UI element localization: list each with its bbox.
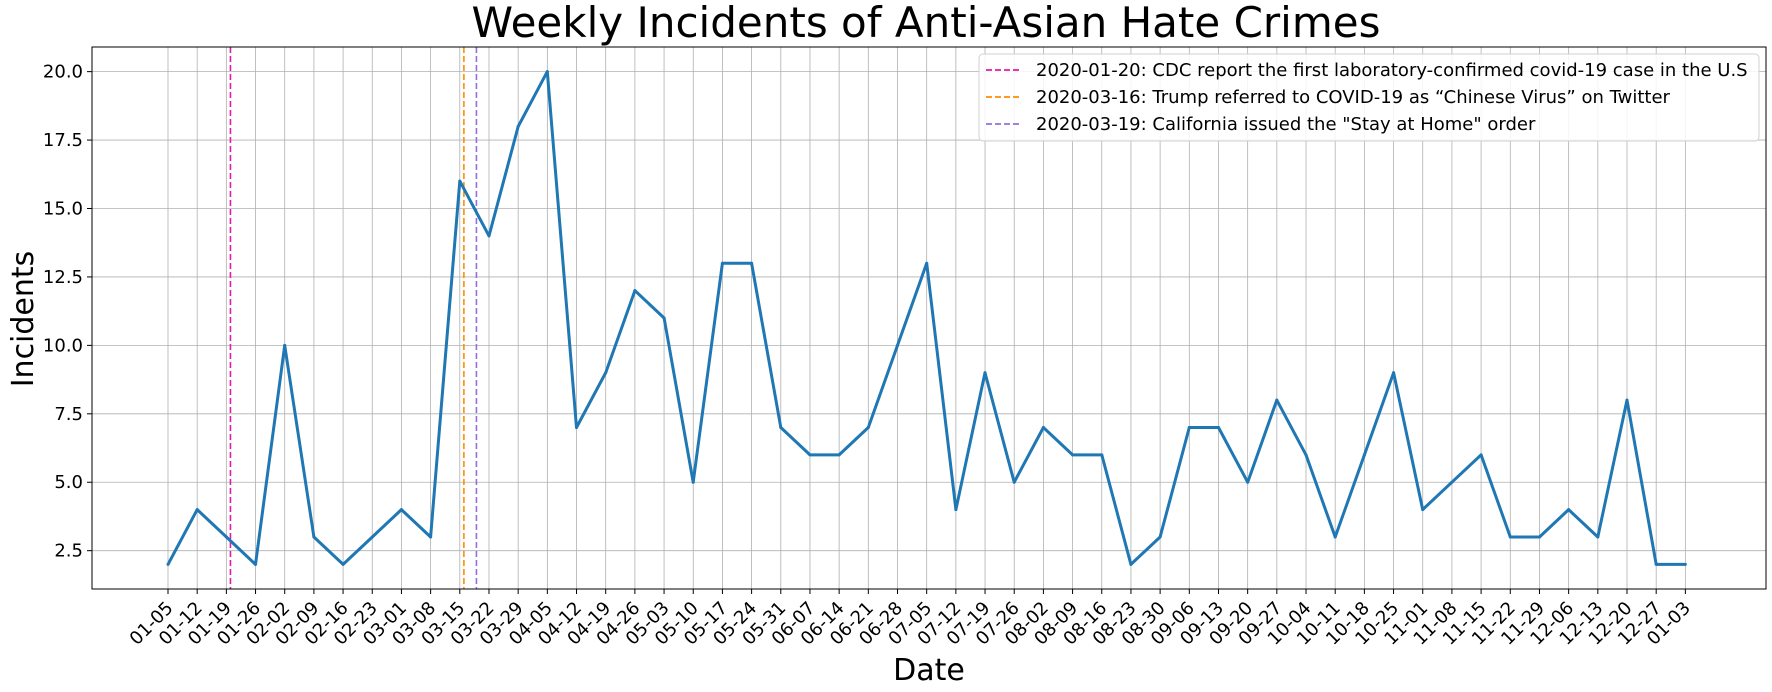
data-point xyxy=(1333,535,1337,539)
data-point xyxy=(720,261,724,265)
data-point xyxy=(429,535,433,539)
data-point xyxy=(1158,535,1162,539)
data-point xyxy=(1450,480,1454,484)
data-point xyxy=(166,562,170,566)
data-point xyxy=(254,562,258,566)
data-point xyxy=(866,425,870,429)
y-axis: 2.5 5.0 7.5 10.0 12.5 15.0 17.5 20.0 xyxy=(43,62,92,562)
data-point xyxy=(1216,425,1220,429)
y-tick-label: 10.0 xyxy=(43,335,83,356)
y-tick-label: 12.5 xyxy=(43,267,83,288)
data-point xyxy=(1479,453,1483,457)
data-point xyxy=(1129,562,1133,566)
data-point xyxy=(1421,508,1425,512)
data-point xyxy=(1392,371,1396,375)
data-point xyxy=(370,535,374,539)
chart-title: Weekly Incidents of Anti-Asian Hate Crim… xyxy=(472,0,1381,47)
data-point xyxy=(1304,453,1308,457)
y-tick-label: 15.0 xyxy=(43,199,83,220)
data-point xyxy=(545,70,549,74)
data-point xyxy=(1596,535,1600,539)
data-point xyxy=(662,316,666,320)
data-point xyxy=(575,425,579,429)
data-point xyxy=(633,289,637,293)
data-point xyxy=(1362,453,1366,457)
data-point xyxy=(1187,425,1191,429)
legend-label: 2020-03-19: California issued the "Stay … xyxy=(1036,114,1536,135)
data-point xyxy=(458,179,462,183)
data-point xyxy=(983,371,987,375)
data-point xyxy=(1654,562,1658,566)
data-point xyxy=(1041,425,1045,429)
data-point xyxy=(1012,480,1016,484)
series-layer xyxy=(166,70,1687,566)
data-point xyxy=(779,425,783,429)
y-tick-label: 17.5 xyxy=(43,130,83,151)
y-tick-label: 20.0 xyxy=(43,62,83,83)
event-lines xyxy=(229,47,478,589)
data-point xyxy=(487,234,491,238)
data-point xyxy=(1508,535,1512,539)
data-point xyxy=(399,508,403,512)
data-point xyxy=(283,343,287,347)
legend: 2020-01-20: CDC report the first laborat… xyxy=(978,53,1760,142)
data-point xyxy=(750,261,754,265)
legend-box xyxy=(978,53,1760,142)
data-point xyxy=(837,453,841,457)
data-point xyxy=(312,535,316,539)
data-point xyxy=(604,371,608,375)
data-point xyxy=(1537,535,1541,539)
data-point xyxy=(925,261,929,265)
data-point xyxy=(341,562,345,566)
y-tick-label: 5.0 xyxy=(54,472,83,493)
legend-label: 2020-01-20: CDC report the first laborat… xyxy=(1036,60,1748,81)
data-point xyxy=(195,508,199,512)
grid xyxy=(92,47,1766,589)
data-point xyxy=(1275,398,1279,402)
data-point xyxy=(808,453,812,457)
data-point xyxy=(1246,480,1250,484)
y-tick-label: 2.5 xyxy=(54,541,83,562)
data-point xyxy=(691,480,695,484)
data-point xyxy=(1567,508,1571,512)
data-point xyxy=(1071,453,1075,457)
data-point xyxy=(1625,398,1629,402)
y-axis-title: Incidents xyxy=(6,251,41,388)
data-point xyxy=(896,343,899,347)
legend-label: 2020-03-16: Trump referred to COVID-19 a… xyxy=(1036,87,1671,108)
data-point xyxy=(954,508,958,512)
data-point xyxy=(1100,453,1104,457)
data-point xyxy=(516,124,520,128)
data-point xyxy=(1683,562,1687,566)
data-point xyxy=(224,535,228,539)
x-axis-title: Date xyxy=(893,653,965,688)
y-tick-label: 7.5 xyxy=(54,404,83,425)
plot-frame xyxy=(91,46,1767,590)
